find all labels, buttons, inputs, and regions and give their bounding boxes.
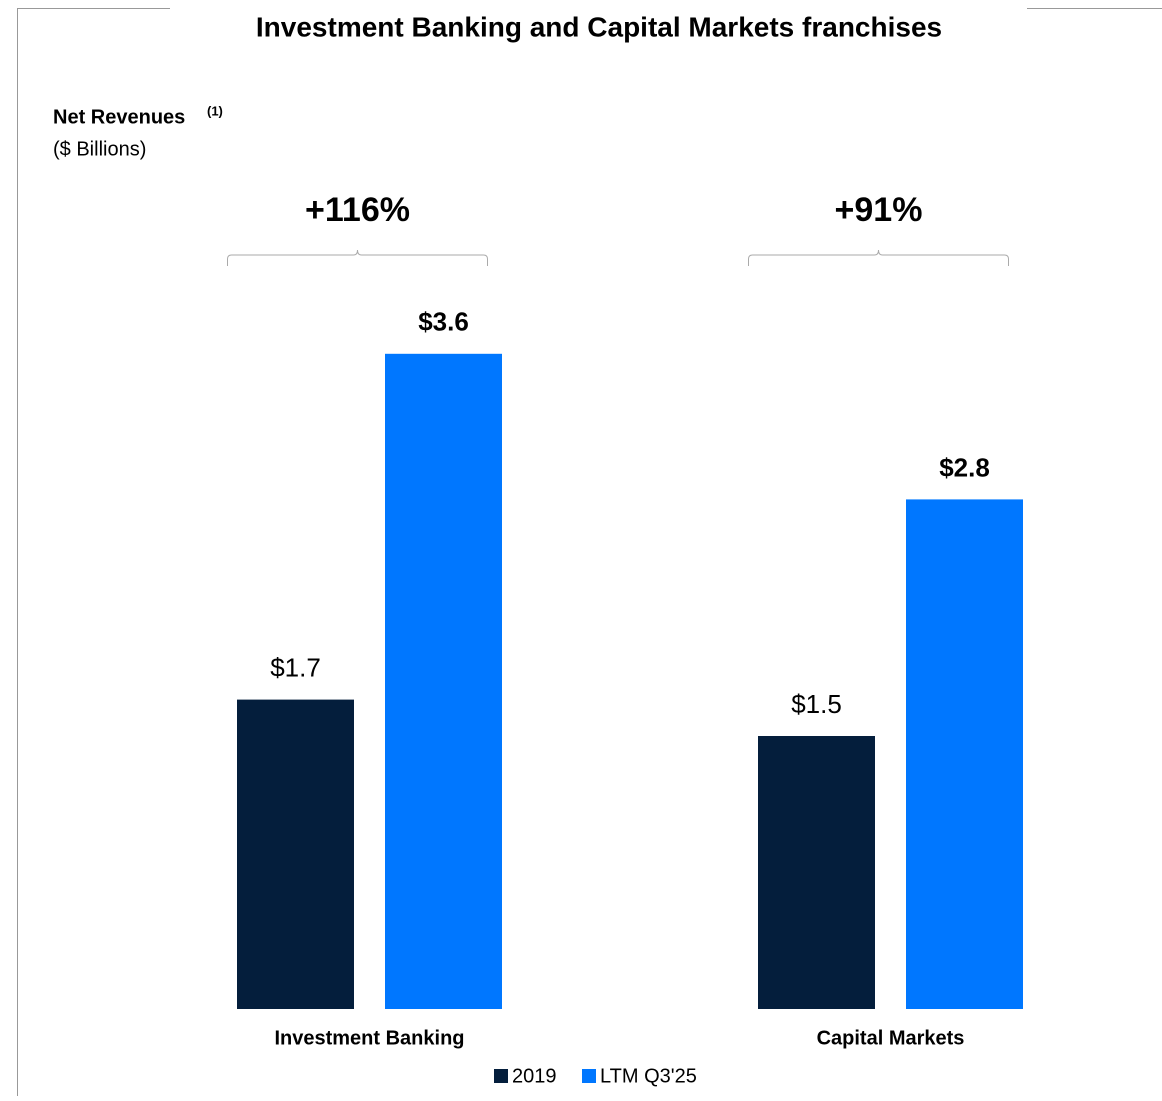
legend-swatch [582,1069,596,1083]
bar [237,699,354,1009]
value-label: $1.7 [270,652,321,682]
value-label: $3.6 [418,307,469,337]
growth-label: +91% [835,191,923,229]
value-label: $2.8 [939,452,990,482]
legend-swatch [494,1069,508,1083]
bar [385,353,502,1009]
x-tick-label: Capital Markets [817,1027,965,1049]
value-label: $1.5 [791,689,842,719]
x-tick-label: Investment Banking [274,1027,464,1049]
growth-bracket [227,249,488,266]
bar [906,499,1023,1009]
axis-unit: ($ Billions) [53,138,146,160]
growth-label: +116% [305,191,410,229]
bar [758,736,875,1009]
growth-bracket [748,249,1009,266]
legend-label: 2019 [512,1065,557,1087]
axis-label: Net Revenues [53,106,185,128]
chart-title: Investment Banking and Capital Markets f… [256,11,942,42]
axis-label-note: (1) [207,103,223,118]
legend-label: LTM Q3'25 [600,1065,697,1087]
